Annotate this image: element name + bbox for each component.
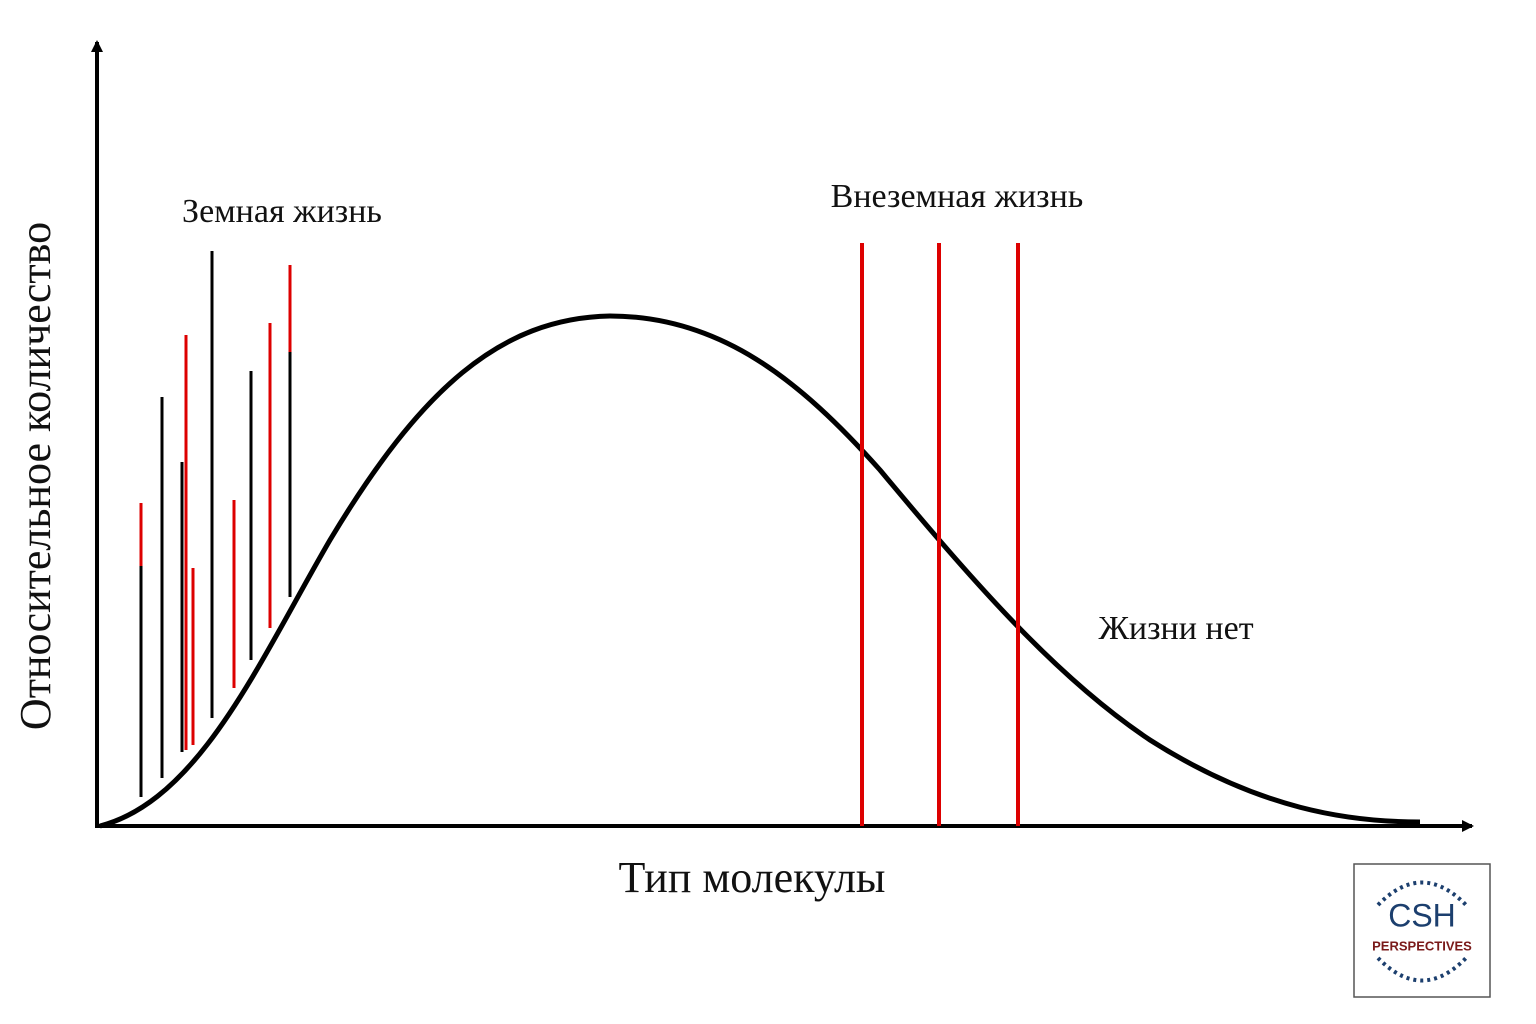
alien-life-label: Внеземная жизнь [831,178,1084,215]
axes [91,40,1474,832]
logo-helix [1376,956,1468,983]
logo-title: CSH [1388,897,1456,933]
earth-lines [139,251,292,797]
logo-subtitle: PERSPECTIVES [1372,938,1472,953]
distribution-curve [99,313,1421,829]
logo-frame [1353,863,1491,998]
x-axis-label: Тип молекулы [619,853,886,902]
no-life-label: Жизни нет [1098,610,1253,647]
earth-life-label: Земная жизнь [182,193,382,230]
y-axis-label: Относительное количество [11,222,60,730]
logo-helix [1376,880,1468,907]
logo: CSH PERSPECTIVES [1353,863,1491,998]
alien-lines [860,243,1020,826]
